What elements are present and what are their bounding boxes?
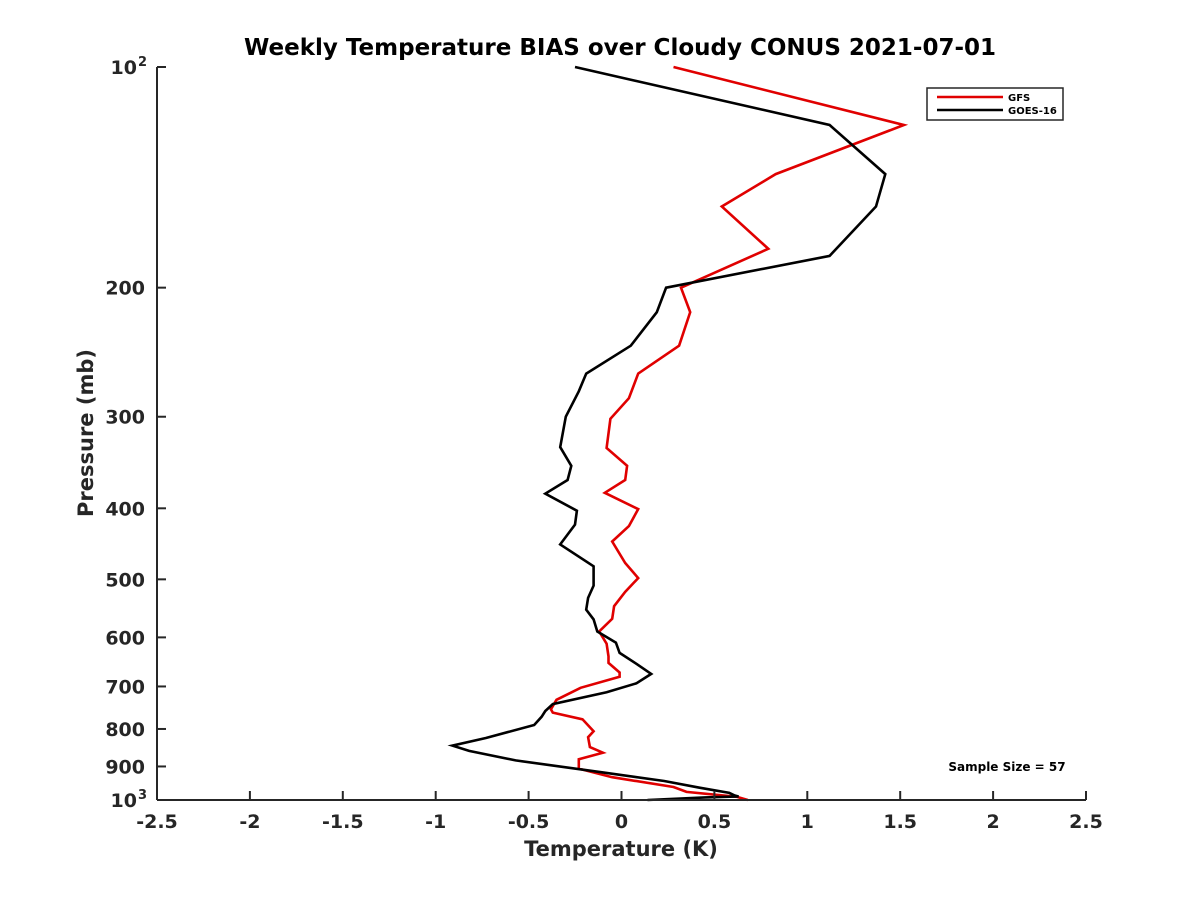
y-tick-label: 500 [105, 569, 145, 591]
x-tick-label: 0.5 [698, 811, 732, 833]
y-axis-label: Pressure (mb) [74, 349, 98, 517]
y-tick-exponent: 3 [138, 788, 147, 803]
y-tick-label: 200 [105, 278, 145, 300]
y-tick-label: 10 [111, 57, 137, 79]
x-tick-label: 1 [801, 811, 814, 833]
x-axis-label: Temperature (K) [524, 837, 718, 861]
x-tick-label: 1.5 [883, 811, 917, 833]
y-tick-label: 800 [105, 719, 145, 741]
x-tick-label: 2.5 [1069, 811, 1103, 833]
y-tick-label: 300 [105, 407, 145, 429]
x-tick-label: 2 [986, 811, 999, 833]
legend-label-goes-16: GOES-16 [1008, 106, 1057, 117]
series-line-gfs [549, 65, 909, 802]
y-tick-exponent: 2 [138, 55, 147, 70]
legend-box [926, 87, 1064, 121]
x-tick-label: -2.5 [136, 811, 178, 833]
series-layer [447, 65, 909, 802]
x-tick-label: -1.5 [322, 811, 364, 833]
x-tick-label: -0.5 [508, 811, 550, 833]
y-tick-label: 900 [105, 756, 145, 778]
y-tick-label: 400 [105, 498, 145, 520]
x-ticks: -2.5 -2 -1.5 -1 -0.5 0 0.5 1 1.5 2 2.5 [136, 791, 1103, 833]
y-tick-label: 10 [111, 790, 137, 812]
x-tick-label: 0 [615, 811, 628, 833]
chart-title: Weekly Temperature BIAS over Cloudy CONU… [244, 35, 996, 61]
series-line-goes-16 [447, 65, 887, 802]
x-tick-label: -1 [425, 811, 446, 833]
legend-label-gfs: GFS [1008, 93, 1030, 104]
y-tick-label: 600 [105, 627, 145, 649]
y-tick-label: 700 [105, 676, 145, 698]
legend: GFS GOES-16 [926, 87, 1064, 121]
x-tick-label: -2 [239, 811, 260, 833]
sample-size-annotation: Sample Size = 57 [948, 760, 1065, 774]
